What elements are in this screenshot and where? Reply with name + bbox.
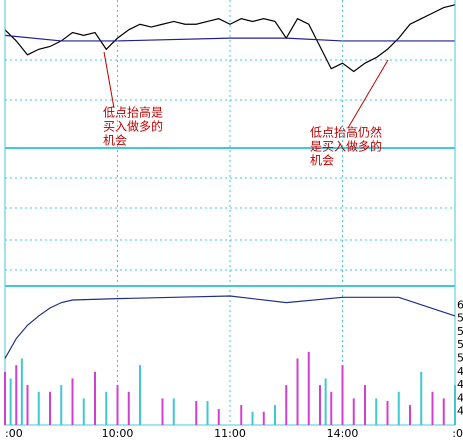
y-tick-label: 5 [457,325,463,338]
y-tick-label: 4 [457,365,463,378]
annotation: 买入做多的 [103,119,163,134]
y-tick-label: 5 [457,352,463,365]
price-line [4,4,456,73]
arrow [347,59,389,129]
annotation: 机会 [103,134,127,148]
y-tick-label: 5 [457,312,463,325]
annotation: 低点抬高仍然 [310,125,382,140]
y-tick-label: 6 [457,298,463,311]
x-tick-label: 11:00 [214,427,246,440]
y-tick-label: 4 [457,378,463,391]
annotation: 是买入做多的 [310,139,382,154]
y-tick-label: 4 [457,405,463,418]
annotation: 低点抬高是 [103,105,163,120]
x-tick-label: 14:00 [327,427,359,440]
y-tick-label: 5 [457,338,463,351]
x-tick-label: 10:00 [102,427,134,440]
volume-line [4,295,456,359]
y-tick-label: 4 [457,391,463,404]
arrows [103,51,389,129]
arrow [103,51,115,109]
x-tick-label: :0 [452,427,463,440]
x-tick-label: :00 [5,427,23,440]
annotation: 机会 [310,154,334,168]
